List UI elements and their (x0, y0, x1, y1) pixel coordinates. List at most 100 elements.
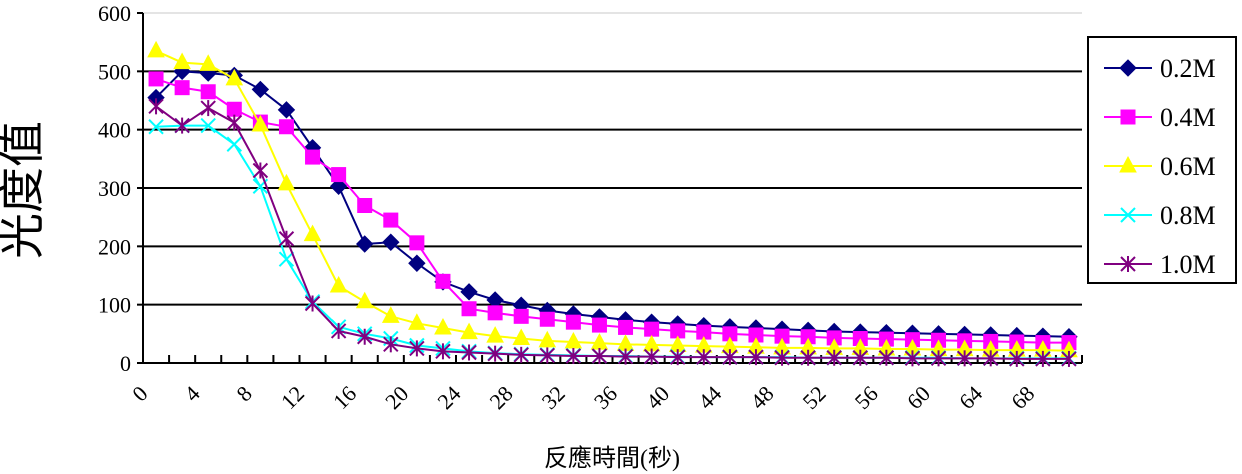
data-point (226, 114, 242, 131)
data-point (304, 295, 321, 312)
data-point (564, 331, 583, 349)
axes (137, 12, 1083, 364)
x-tick-label: 52 (797, 381, 830, 414)
x-tick-label: 60 (902, 381, 935, 414)
data-point-stroke (278, 251, 295, 267)
data-point (305, 149, 321, 165)
data-point-stroke (1120, 207, 1136, 223)
data-point (486, 326, 504, 343)
data-point (330, 322, 347, 339)
data-point (278, 119, 294, 135)
x-tick-label: 4 (179, 381, 204, 406)
data-point (173, 52, 191, 70)
data-point (329, 177, 348, 195)
x-tick-label: 44 (693, 381, 726, 414)
plot-series (147, 40, 1078, 367)
data-point (670, 349, 686, 366)
data-point (277, 173, 296, 191)
data-point (539, 347, 555, 364)
data-point (590, 333, 609, 350)
data-point (1119, 59, 1137, 77)
data-point (226, 101, 242, 117)
legend-box (1087, 36, 1237, 284)
data-point (461, 301, 477, 317)
data-point (435, 343, 451, 360)
series-line (155, 124, 1069, 360)
data-point (148, 119, 164, 135)
data-point (381, 306, 400, 323)
x-tick-label: 48 (745, 381, 778, 414)
data-point (591, 348, 608, 364)
x-tick-label: 24 (432, 381, 465, 414)
data-point (487, 305, 503, 321)
y-tick-label: 300 (98, 176, 131, 201)
y-tick-label: 600 (98, 1, 131, 26)
x-tick-label: 0 (127, 381, 152, 406)
data-point (1120, 207, 1136, 223)
data-point (355, 291, 374, 309)
data-point (565, 314, 581, 330)
data-point (200, 117, 216, 134)
x-tick-label: 28 (484, 381, 517, 414)
data-point (356, 235, 374, 253)
legend-label: 0.8M (1160, 201, 1216, 230)
x-tick-label: 56 (850, 381, 883, 414)
data-point (357, 198, 373, 213)
data-point (226, 136, 242, 152)
data-point (1061, 350, 1077, 367)
data-point (618, 319, 634, 335)
data-point (487, 345, 503, 362)
legend-item-1.0M: 1.0M (1104, 250, 1216, 279)
data-point (409, 340, 425, 357)
data-point (200, 84, 216, 100)
data-point (513, 308, 529, 324)
data-point (878, 349, 895, 366)
legend-item-0.8M: 0.8M (1104, 201, 1216, 230)
data-point (252, 162, 269, 179)
data-point (199, 54, 218, 71)
data-point (329, 275, 348, 293)
x-tick-label: 8 (231, 381, 256, 406)
data-point (539, 311, 555, 327)
data-point (251, 80, 270, 99)
x-tick-label: 64 (954, 381, 987, 414)
data-point-stroke (226, 136, 242, 152)
legend-item-0.2M: 0.2M (1104, 54, 1216, 83)
data-point (278, 251, 295, 267)
data-point (435, 273, 451, 289)
series-0.6M (147, 40, 1078, 358)
data-point (1120, 109, 1136, 125)
data-point (538, 330, 557, 348)
data-point (303, 224, 322, 242)
data-point (200, 100, 216, 117)
legend-item-0.6M: 0.6M (1104, 152, 1216, 181)
data-point (382, 233, 400, 251)
x-tick-label: 36 (589, 381, 622, 414)
data-point (383, 336, 399, 353)
data-point (748, 349, 764, 366)
data-point (983, 350, 999, 367)
data-point (956, 350, 973, 367)
y-tick-label: 0 (120, 351, 131, 376)
data-point (277, 101, 296, 119)
data-point (408, 254, 426, 272)
data-point (174, 80, 190, 96)
data-point (930, 350, 947, 367)
x-tick-label: 40 (641, 381, 674, 414)
data-point-stroke (148, 119, 164, 135)
data-point (225, 68, 244, 86)
legend: 0.2M 0.4M 0.6M 0.8M 1.0M (1087, 36, 1237, 284)
data-point (696, 349, 712, 366)
data-point (147, 40, 165, 58)
series-0.2M (147, 62, 1078, 346)
x-tick-label: 32 (537, 381, 570, 414)
data-point (278, 230, 295, 247)
y-axis-label: 光度值 (0, 121, 49, 259)
y-tick-label: 200 (98, 234, 131, 259)
data-point (826, 349, 842, 366)
series-line (155, 105, 1069, 360)
data-point (591, 317, 607, 333)
data-point (251, 114, 270, 132)
data-point (409, 235, 425, 251)
